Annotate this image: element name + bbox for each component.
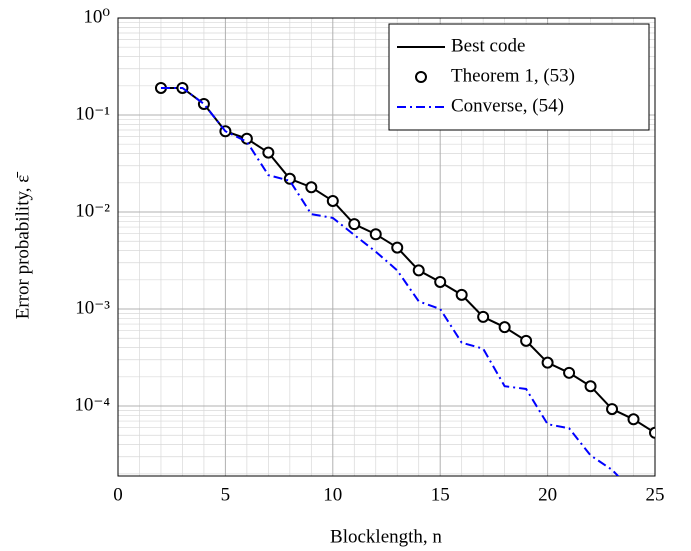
data-point [455, 288, 468, 301]
legend-box [388, 23, 650, 131]
y-tick-label: 10⁰ [83, 6, 110, 27]
y-tick-label: 10⁻³ [75, 297, 110, 318]
data-point [412, 264, 425, 277]
legend-label: Best code [451, 35, 525, 56]
data-point [477, 310, 490, 323]
x-tick-label: 15 [431, 484, 450, 505]
legend-label: Theorem 1, (53) [451, 65, 575, 86]
data-point [584, 380, 597, 393]
plot-frame [117, 17, 656, 477]
data-point [627, 413, 640, 426]
data-point [606, 403, 619, 416]
x-tick-label: 5 [221, 484, 231, 505]
x-axis-label: Blocklength, n [330, 526, 442, 547]
legend: Best code Theorem 1, (53) Converse, (54) [388, 23, 650, 131]
x-tick-label: 20 [538, 484, 557, 505]
data-point [326, 194, 339, 207]
legend-label: Converse, (54) [451, 95, 564, 116]
x-tick-label: 25 [646, 484, 665, 505]
y-axis-label: Error probability, ε̄ [12, 172, 33, 319]
y-tick-label: 10⁻¹ [75, 103, 110, 124]
data-point [498, 321, 511, 334]
y-tick-label: 10⁻² [75, 200, 110, 221]
data-point [369, 228, 382, 241]
series-line [160, 86, 655, 434]
data-point [541, 356, 554, 369]
plot-area [154, 81, 655, 476]
data-point [434, 275, 447, 288]
y-tick-label: 10⁻⁴ [74, 394, 110, 415]
data-point [520, 334, 533, 347]
data-point [240, 132, 253, 145]
x-tick-label: 10 [323, 484, 342, 505]
data-point [305, 181, 318, 194]
legend-swatch [415, 71, 427, 83]
x-tick-label: 0 [113, 484, 123, 505]
data-point [262, 146, 275, 159]
series-line [160, 86, 620, 476]
data-point [649, 426, 655, 439]
data-point [283, 172, 296, 185]
data-point [391, 241, 404, 254]
data-point [348, 218, 361, 231]
data-point [563, 366, 576, 379]
